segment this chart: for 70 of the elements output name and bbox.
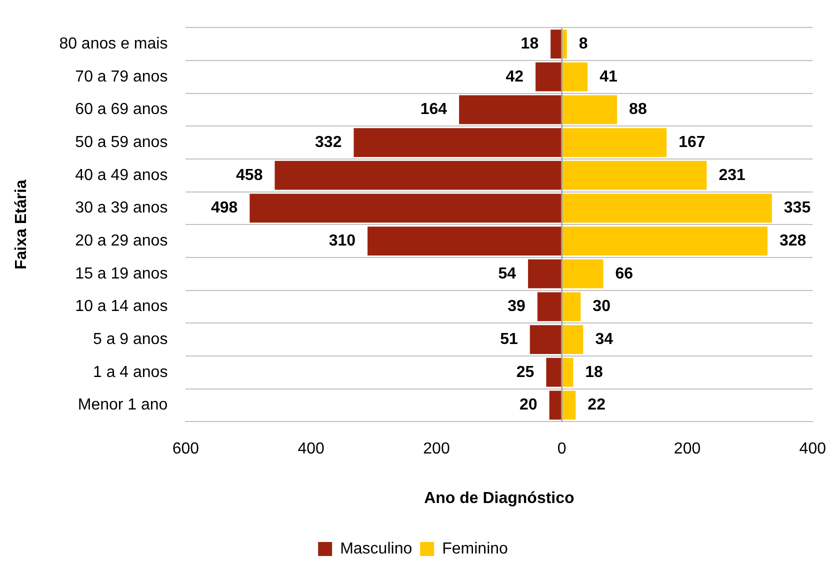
y-tick-label: 50 a 59 anos bbox=[75, 134, 168, 151]
data-label: 310 bbox=[328, 232, 356, 250]
x-tick-label: 0 bbox=[557, 440, 566, 458]
x-tick-label: 200 bbox=[423, 440, 450, 458]
y-tick-label: 40 a 49 anos bbox=[75, 166, 168, 184]
bar bbox=[562, 390, 576, 420]
data-label: 332 bbox=[315, 134, 342, 151]
y-tick-label: Menor 1 ano bbox=[78, 396, 168, 414]
data-label: 458 bbox=[236, 166, 263, 184]
bar bbox=[459, 95, 562, 124]
data-label: 18 bbox=[520, 35, 539, 52]
data-label: 34 bbox=[595, 330, 614, 348]
data-label: 164 bbox=[420, 101, 448, 118]
bar bbox=[562, 194, 772, 223]
bar bbox=[546, 358, 562, 387]
bar bbox=[550, 30, 562, 58]
bar bbox=[549, 390, 562, 420]
y-tick-label: 70 a 79 anos bbox=[75, 68, 168, 86]
y-tick-label: 1 a 4 anos bbox=[92, 364, 168, 381]
data-label: 22 bbox=[588, 396, 606, 414]
y-tick-label: 30 a 39 anos bbox=[75, 200, 168, 217]
x-tick-label: 400 bbox=[298, 440, 325, 458]
x-tick-label: 200 bbox=[674, 440, 701, 458]
x-axis-title: Ano de Diagnóstico bbox=[424, 490, 575, 507]
bar bbox=[562, 30, 567, 58]
x-tick-label: 400 bbox=[799, 440, 826, 458]
bar bbox=[250, 194, 562, 223]
data-label: 498 bbox=[210, 200, 238, 217]
y-axis-title: Faixa Etária bbox=[13, 180, 30, 270]
bar bbox=[562, 95, 618, 124]
bar bbox=[536, 62, 562, 92]
bar bbox=[562, 325, 584, 354]
data-label: 335 bbox=[784, 200, 811, 217]
data-label: 51 bbox=[500, 330, 518, 348]
y-tick-label: 80 anos e mais bbox=[59, 35, 168, 52]
data-label: 20 bbox=[520, 396, 538, 414]
data-label: 54 bbox=[498, 265, 516, 282]
y-tick-label: 10 a 14 anos bbox=[75, 298, 168, 316]
bar bbox=[274, 160, 562, 190]
bar bbox=[562, 128, 667, 157]
data-label: 88 bbox=[629, 101, 647, 118]
y-tick-label: 15 a 19 anos bbox=[75, 265, 168, 282]
data-label: 41 bbox=[600, 68, 618, 86]
x-tick-label: 600 bbox=[172, 440, 200, 458]
bar bbox=[528, 259, 562, 288]
data-label: 25 bbox=[516, 364, 534, 381]
y-tick-label: 60 a 69 anos bbox=[75, 101, 168, 118]
data-label: 42 bbox=[506, 68, 524, 86]
y-tick-label: 20 a 29 anos bbox=[75, 232, 168, 250]
data-label: 8 bbox=[578, 35, 588, 52]
bar bbox=[562, 226, 768, 256]
data-label: 167 bbox=[678, 134, 706, 151]
bar bbox=[562, 292, 581, 322]
data-label: 231 bbox=[718, 166, 746, 184]
bar bbox=[562, 62, 588, 92]
y-tick-label: 5 a 9 anos bbox=[92, 330, 168, 348]
data-label: 328 bbox=[780, 232, 806, 250]
bar bbox=[368, 226, 562, 256]
bar bbox=[562, 358, 574, 387]
data-label: 30 bbox=[592, 298, 611, 316]
bar bbox=[562, 160, 707, 190]
bar bbox=[537, 292, 562, 322]
data-label: 39 bbox=[508, 298, 526, 316]
bar bbox=[530, 325, 562, 354]
data-label: 18 bbox=[585, 364, 604, 381]
legend-label: Feminino bbox=[442, 540, 508, 558]
bar bbox=[562, 259, 604, 288]
legend-label: Masculino bbox=[340, 540, 412, 558]
data-label: 66 bbox=[615, 265, 634, 282]
bar bbox=[354, 128, 562, 157]
